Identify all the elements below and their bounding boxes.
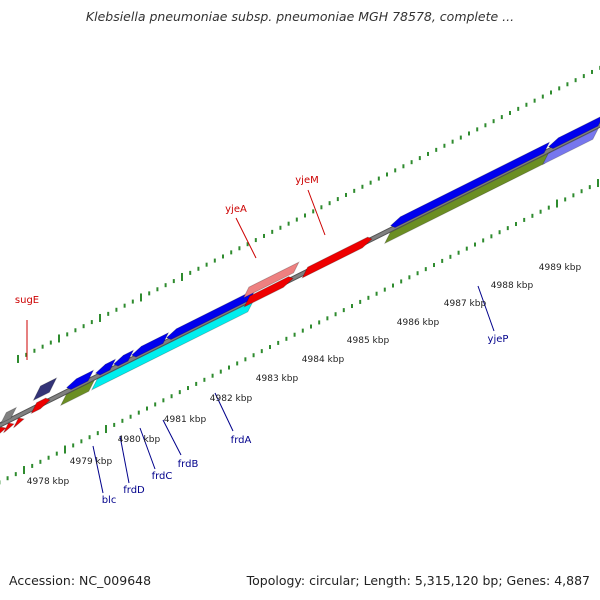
gene-red-yjeA[interactable]: [243, 276, 294, 308]
kbp-label: 4980 kbp: [118, 435, 161, 445]
cds-olive-blc[interactable]: [59, 379, 96, 407]
gene-label-frdC: frdC: [152, 471, 173, 482]
gene-label-frdB: frdB: [178, 459, 199, 470]
gene-blue-yjeP[interactable]: [389, 141, 551, 228]
gene-label-frdD: frdD: [123, 485, 145, 496]
gene-pink-yjeA[interactable]: [242, 261, 300, 299]
kbp-label: 4978 kbp: [27, 477, 70, 487]
label-leader: [162, 419, 182, 456]
gene-label-yjeM: yjeM: [295, 175, 318, 186]
gene-red-left-4[interactable]: [30, 397, 51, 415]
gene-label-sugE: sugE: [15, 295, 39, 306]
kbp-label: 4979 kbp: [70, 457, 113, 467]
kbp-label: 4983 kbp: [256, 374, 299, 384]
map-title: Klebsiella pneumoniae subsp. pneumoniae …: [85, 9, 515, 24]
kbp-label: 4982 kbp: [210, 394, 253, 404]
gene-label-yjeP: yjeP: [488, 334, 509, 345]
label-leader: [92, 445, 104, 494]
gene-blue-blc[interactable]: [65, 369, 95, 390]
gene-blue-frdD[interactable]: [94, 358, 117, 376]
kbp-label: 4987 kbp: [444, 299, 487, 309]
kbp-label: 4981 kbp: [164, 415, 207, 425]
tick-marks: [0, 65, 600, 485]
kbp-label: 4988 kbp: [491, 281, 534, 291]
gene-label-frdA: frdA: [231, 435, 252, 446]
genome-info-text: Topology: circular; Length: 5,315,120 bp…: [246, 573, 590, 588]
gene-label-yjeA: yjeA: [225, 204, 247, 215]
label-leader: [477, 285, 495, 332]
label-leaders: [26, 189, 495, 494]
cds-cyan-frd[interactable]: [90, 300, 255, 391]
kbp-label: 4986 kbp: [397, 318, 440, 328]
kbp-label: 4989 kbp: [539, 263, 582, 273]
accession-text: Accession: NC_009648: [9, 573, 152, 588]
gene-blue-right[interactable]: [547, 115, 600, 149]
gene-red-left-2[interactable]: [2, 422, 15, 434]
gene-red-yjeM[interactable]: [301, 236, 373, 279]
feature-layer[interactable]: [0, 115, 600, 437]
gene-navy-sugE[interactable]: [32, 377, 58, 402]
kbp-label: 4984 kbp: [302, 355, 345, 365]
label-leader: [119, 435, 130, 484]
gene-blue-frdC[interactable]: [112, 349, 135, 367]
gene-red-left-3[interactable]: [12, 417, 25, 429]
label-leader: [235, 217, 257, 259]
cds-olive-yjeP[interactable]: [383, 151, 552, 245]
gene-blue-frdB[interactable]: [130, 331, 170, 358]
cds-lightblue-right[interactable]: [541, 127, 600, 166]
label-leader: [214, 392, 234, 432]
label-leader: [139, 427, 156, 470]
gene-gray-small[interactable]: [0, 406, 18, 425]
gene-label-blc: blc: [102, 495, 117, 506]
kbp-label: 4985 kbp: [347, 336, 390, 346]
gene-red-left-1[interactable]: [0, 426, 7, 437]
label-leader: [307, 189, 326, 236]
